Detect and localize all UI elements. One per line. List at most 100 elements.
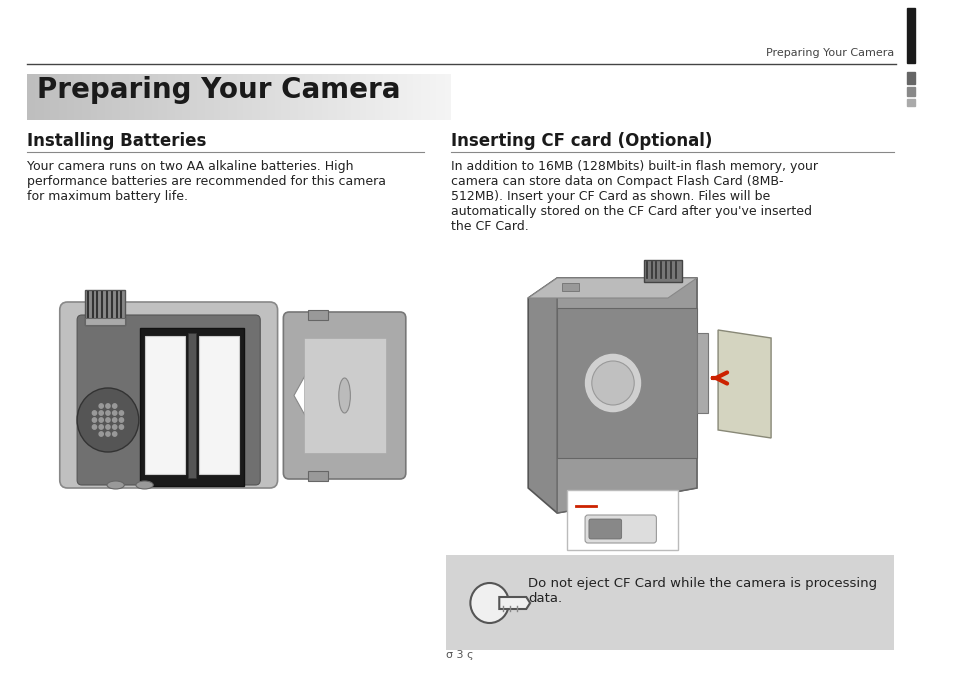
Bar bbox=[383, 74, 385, 120]
Bar bbox=[110, 74, 112, 120]
Bar bbox=[167, 74, 169, 120]
Bar bbox=[313, 74, 315, 120]
Circle shape bbox=[99, 424, 103, 429]
Polygon shape bbox=[528, 278, 696, 298]
Bar bbox=[561, 283, 578, 291]
Bar bbox=[440, 74, 442, 120]
Polygon shape bbox=[718, 330, 770, 438]
Bar bbox=[330, 74, 332, 120]
Bar bbox=[373, 74, 375, 120]
Text: EJECT: EJECT bbox=[597, 498, 623, 507]
Bar bbox=[122, 74, 125, 120]
Bar bbox=[449, 74, 451, 120]
Bar bbox=[436, 74, 438, 120]
Bar bbox=[179, 74, 182, 120]
Bar bbox=[141, 74, 144, 120]
Bar bbox=[196, 74, 198, 120]
Polygon shape bbox=[557, 278, 696, 513]
Bar bbox=[231, 74, 233, 120]
Circle shape bbox=[112, 424, 116, 429]
Circle shape bbox=[77, 388, 138, 452]
Bar bbox=[35, 74, 38, 120]
Text: Ine: Ine bbox=[576, 473, 591, 483]
Bar bbox=[97, 74, 99, 120]
Bar bbox=[359, 74, 362, 120]
Bar bbox=[49, 74, 51, 120]
Text: Do not eject CF Card while the camera is processing
data.: Do not eject CF Card while the camera is… bbox=[528, 577, 877, 605]
Bar bbox=[296, 74, 298, 120]
Bar bbox=[46, 74, 49, 120]
Bar bbox=[349, 74, 351, 120]
Bar bbox=[212, 74, 213, 120]
Text: +: + bbox=[213, 455, 224, 469]
Bar bbox=[304, 74, 307, 120]
Bar bbox=[321, 74, 324, 120]
Bar bbox=[311, 74, 313, 120]
Bar bbox=[101, 74, 103, 120]
Bar bbox=[186, 74, 188, 120]
Bar bbox=[389, 74, 392, 120]
Bar bbox=[116, 74, 118, 120]
Bar bbox=[438, 74, 440, 120]
Bar bbox=[411, 74, 413, 120]
Bar bbox=[188, 74, 191, 120]
Bar bbox=[415, 74, 416, 120]
Bar bbox=[427, 74, 430, 120]
Bar bbox=[203, 74, 205, 120]
Circle shape bbox=[99, 411, 103, 415]
Bar bbox=[144, 74, 146, 120]
Bar bbox=[269, 74, 271, 120]
Bar bbox=[85, 290, 125, 325]
Bar bbox=[266, 74, 269, 120]
Bar bbox=[201, 74, 203, 120]
Bar bbox=[213, 74, 215, 120]
Bar bbox=[131, 74, 133, 120]
Ellipse shape bbox=[107, 481, 124, 489]
Polygon shape bbox=[498, 597, 530, 609]
Bar bbox=[63, 74, 65, 120]
Bar bbox=[262, 74, 264, 120]
Bar bbox=[253, 74, 255, 120]
Bar bbox=[351, 74, 354, 120]
Bar bbox=[44, 74, 46, 120]
Bar bbox=[190, 74, 193, 120]
Bar bbox=[319, 74, 321, 120]
Circle shape bbox=[112, 432, 116, 436]
Bar bbox=[182, 74, 184, 120]
Bar bbox=[234, 74, 236, 120]
Bar bbox=[277, 74, 279, 120]
Bar bbox=[85, 318, 125, 325]
Bar bbox=[146, 74, 148, 120]
Bar bbox=[113, 74, 116, 120]
Bar bbox=[127, 74, 129, 120]
Bar bbox=[406, 74, 408, 120]
Circle shape bbox=[92, 411, 96, 415]
Text: Installing Batteries: Installing Batteries bbox=[27, 132, 206, 150]
Bar bbox=[290, 74, 292, 120]
Bar bbox=[78, 74, 80, 120]
Circle shape bbox=[106, 432, 110, 436]
Bar bbox=[294, 74, 296, 120]
Bar bbox=[355, 74, 357, 120]
Bar bbox=[54, 74, 57, 120]
Text: CF-CARD: CF-CARD bbox=[723, 367, 755, 373]
Bar bbox=[361, 74, 364, 120]
Circle shape bbox=[119, 424, 124, 429]
Bar bbox=[99, 74, 101, 120]
Bar bbox=[380, 74, 383, 120]
Bar bbox=[292, 74, 294, 120]
Circle shape bbox=[92, 424, 96, 429]
Bar bbox=[135, 74, 137, 120]
Circle shape bbox=[106, 418, 110, 422]
Bar bbox=[236, 74, 239, 120]
Bar bbox=[416, 74, 419, 120]
Bar bbox=[148, 74, 150, 120]
Polygon shape bbox=[528, 278, 696, 513]
Bar bbox=[118, 74, 120, 120]
Bar bbox=[198, 74, 201, 120]
Bar bbox=[173, 74, 175, 120]
Bar bbox=[239, 74, 241, 120]
Circle shape bbox=[112, 418, 116, 422]
Bar bbox=[132, 74, 135, 120]
Bar bbox=[243, 74, 245, 120]
